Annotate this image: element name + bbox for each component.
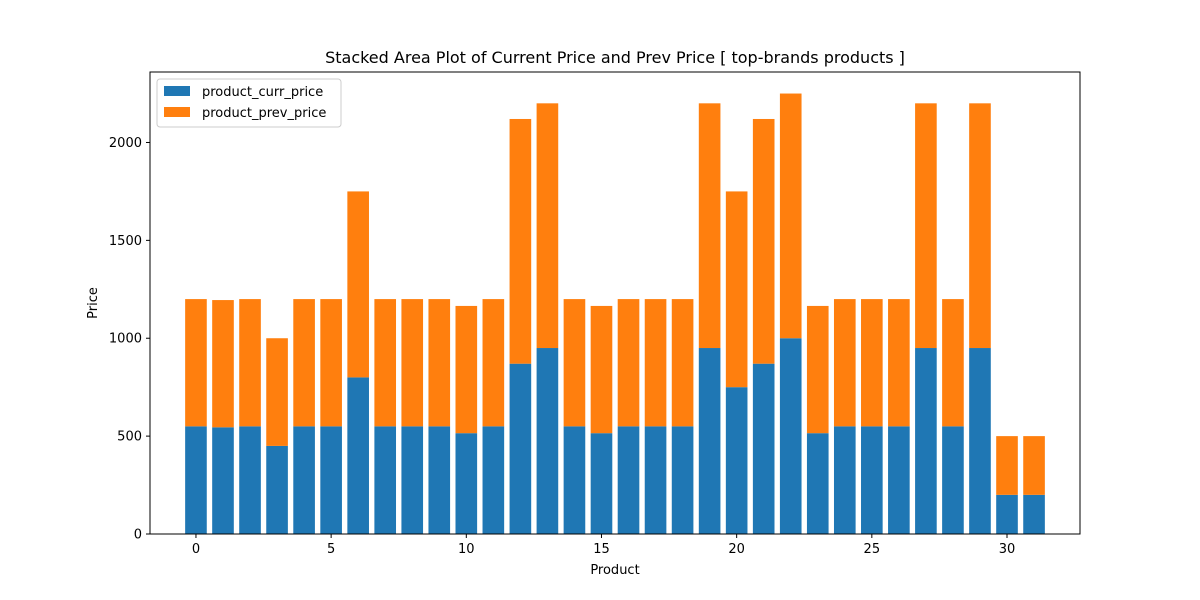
bar-product_prev_price-15	[590, 305, 613, 434]
bar-product_curr_price-29	[969, 348, 991, 534]
x-axis-ticks: 0 5 10 15 20 25 30	[192, 534, 1015, 557]
y-tick-label: 1000	[109, 332, 142, 347]
bar-product_curr_price-5	[320, 426, 342, 534]
x-tick-label: 15	[593, 542, 610, 557]
y-axis-ticks: 0 500 1000 1500 2000	[109, 136, 150, 543]
bar-product_curr_price-13	[536, 348, 559, 534]
plot-frame	[149, 71, 1081, 535]
bar-product_prev_price-13	[536, 103, 559, 349]
bar-product_prev_price-20	[725, 191, 748, 388]
bar-product_prev_price-6	[347, 191, 369, 378]
bar-product_curr_price-19	[698, 348, 721, 534]
y-tick-label: 2000	[109, 136, 142, 151]
y-tick-label: 500	[117, 430, 142, 445]
bar-product_prev_price-29	[969, 103, 991, 349]
bar-product_prev_price-10	[455, 305, 478, 434]
bar-product_curr_price-2	[239, 426, 261, 534]
x-tick-label: 0	[192, 542, 200, 557]
bar-product_prev_price-1	[212, 300, 234, 428]
bar-product_curr_price-16	[617, 426, 640, 534]
bar-product_prev_price-30	[996, 436, 1018, 495]
bar-product_curr_price-17	[644, 426, 667, 534]
bar-product_curr_price-7	[374, 426, 397, 534]
x-tick-label: 20	[728, 542, 745, 557]
bar-product_curr_price-8	[401, 426, 424, 534]
bar-product_curr_price-0	[185, 426, 207, 534]
bar-product_prev_price-5	[320, 299, 342, 427]
bar-product_curr_price-31	[1023, 494, 1045, 534]
bar-product_prev_price-26	[888, 299, 910, 427]
bar-product_prev_price-16	[617, 299, 640, 427]
legend-swatch-product_prev_price	[164, 107, 190, 117]
bar-product_prev_price-8	[401, 299, 424, 427]
bar-product_prev_price-11	[482, 299, 505, 427]
bar-product_curr_price-30	[996, 494, 1018, 534]
bar-product_curr_price-6	[347, 377, 369, 534]
y-tick-label: 1500	[109, 234, 142, 249]
legend-swatch-product_curr_price	[164, 86, 190, 96]
bar-product_prev_price-7	[374, 299, 397, 427]
bar-product_curr_price-4	[293, 426, 315, 534]
bar-product_prev_price-24	[833, 299, 856, 427]
bar-product_curr_price-18	[671, 426, 694, 534]
y-tick-label: 0	[134, 528, 142, 543]
bar-product_prev_price-19	[698, 103, 721, 349]
bar-product_prev_price-14	[563, 299, 586, 427]
bar-product_prev_price-4	[293, 299, 315, 427]
bar-product_prev_price-18	[671, 299, 694, 427]
bar-product_prev_price-3	[266, 338, 288, 446]
bar-product_curr_price-27	[915, 348, 937, 534]
bar-product_curr_price-15	[590, 433, 613, 534]
bar-product_prev_price-31	[1023, 436, 1045, 495]
x-tick-label: 25	[864, 542, 881, 557]
x-tick-label: 5	[327, 542, 335, 557]
bar-product_prev_price-12	[509, 118, 532, 364]
bar-product_prev_price-2	[239, 299, 261, 427]
y-axis-label: Price	[86, 287, 101, 319]
bar-product_curr_price-1	[212, 427, 234, 534]
bar-product_prev_price-23	[806, 305, 829, 434]
bar-product_prev_price-9	[428, 299, 451, 427]
x-tick-label: 10	[458, 542, 475, 557]
bars-group	[185, 93, 1045, 534]
bar-product_curr_price-21	[752, 363, 775, 534]
legend-box	[156, 78, 342, 128]
bar-product_curr_price-23	[806, 433, 829, 534]
bar-product_curr_price-22	[779, 338, 802, 534]
legend-label-product_prev_price: product_prev_price	[202, 106, 326, 121]
bar-product_curr_price-12	[509, 363, 532, 534]
bar-product_curr_price-20	[725, 387, 748, 534]
x-tick-label: 30	[999, 542, 1016, 557]
bar-product_curr_price-9	[428, 426, 451, 534]
bar-product_prev_price-22	[779, 93, 802, 339]
x-axis-label: Product	[590, 563, 639, 578]
bar-product_curr_price-28	[942, 426, 964, 534]
bar-product_prev_price-17	[644, 299, 667, 427]
bar-product_prev_price-21	[752, 118, 775, 364]
bar-product_curr_price-10	[455, 433, 478, 534]
bar-product_curr_price-26	[888, 426, 910, 534]
bar-product_prev_price-28	[942, 299, 964, 427]
bar-product_prev_price-27	[915, 103, 937, 349]
bar-product_prev_price-25	[861, 299, 883, 427]
bar-product_curr_price-14	[563, 426, 586, 534]
bar-product_prev_price-0	[185, 299, 207, 427]
bar-product_curr_price-24	[833, 426, 856, 534]
bar-product_curr_price-25	[861, 426, 883, 534]
chart-title: Stacked Area Plot of Current Price and P…	[325, 48, 905, 67]
bar-product_curr_price-3	[266, 445, 288, 534]
legend: product_curr_price product_prev_price	[156, 78, 342, 128]
bar-product_curr_price-11	[482, 426, 505, 534]
legend-label-product_curr_price: product_curr_price	[202, 85, 323, 100]
